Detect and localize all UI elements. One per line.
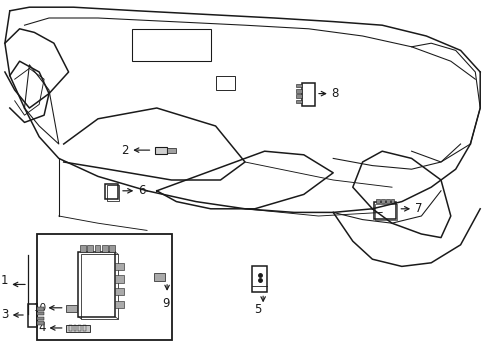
Bar <box>107 185 119 201</box>
Bar <box>155 147 167 154</box>
Text: 9: 9 <box>162 297 170 310</box>
Bar <box>216 76 235 90</box>
Bar <box>375 204 397 220</box>
Text: 4: 4 <box>38 321 46 334</box>
Bar <box>69 325 72 331</box>
Bar <box>374 202 396 219</box>
Bar <box>80 245 86 252</box>
Bar <box>66 305 77 312</box>
Bar <box>83 325 86 331</box>
Bar <box>115 288 124 295</box>
Text: 7: 7 <box>415 202 422 215</box>
Bar <box>381 199 385 203</box>
Bar <box>37 321 44 325</box>
Bar <box>296 89 302 93</box>
Bar <box>115 263 124 270</box>
Text: 10: 10 <box>34 303 47 313</box>
Bar <box>105 184 118 199</box>
Bar <box>37 312 44 315</box>
Bar <box>37 307 44 311</box>
Bar <box>296 100 302 103</box>
Bar <box>78 252 115 317</box>
Text: 6: 6 <box>138 184 146 197</box>
Bar <box>81 254 118 319</box>
Bar <box>78 325 81 331</box>
Bar <box>296 94 302 98</box>
Text: 2: 2 <box>121 144 128 157</box>
Bar <box>167 148 176 153</box>
Bar <box>252 266 267 292</box>
Text: 3: 3 <box>1 309 9 321</box>
Bar <box>154 273 165 281</box>
Bar <box>37 317 44 320</box>
Text: 8: 8 <box>332 87 339 100</box>
Bar <box>102 245 108 252</box>
Bar <box>296 84 302 87</box>
Bar <box>87 245 93 252</box>
Bar <box>74 325 76 331</box>
Text: 5: 5 <box>254 303 262 316</box>
Bar <box>132 29 211 61</box>
Bar <box>115 301 124 308</box>
Bar <box>115 275 124 283</box>
Bar <box>37 234 171 340</box>
Bar <box>109 245 115 252</box>
Bar <box>376 199 380 203</box>
Bar <box>95 245 100 252</box>
Bar <box>28 304 37 327</box>
Bar <box>302 83 315 106</box>
Bar <box>66 325 90 332</box>
Bar <box>386 199 390 203</box>
Bar <box>391 199 394 203</box>
Text: 1: 1 <box>0 274 8 287</box>
